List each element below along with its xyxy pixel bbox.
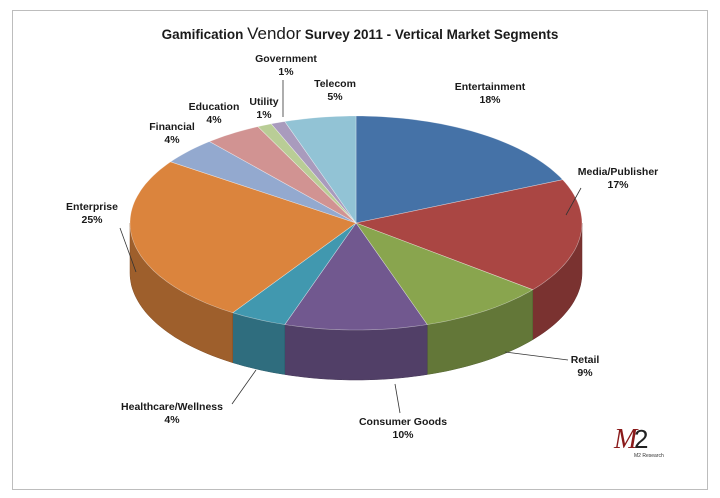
slice-label-name: Financial (149, 121, 195, 133)
data-label: Financial 4% (149, 121, 195, 147)
slice-label-name: Media/Publisher (577, 166, 659, 178)
slice-label-percent: 18% (479, 94, 501, 106)
data-label: Utility 1% (249, 96, 278, 122)
leader-line (504, 351, 569, 361)
leader-line (565, 187, 582, 216)
slice-label-name: Government (255, 53, 317, 65)
title-part: Vendor (247, 24, 301, 43)
slice-label-percent: 9% (577, 367, 593, 379)
slice-label-percent: 5% (327, 91, 343, 103)
slice-media-publisher[interactable] (354, 179, 583, 291)
data-label: Entertainment 18% (455, 81, 526, 107)
data-label: Education 4% (189, 101, 240, 127)
slice-telecom[interactable] (284, 115, 357, 224)
slice-label-name: Education (188, 101, 240, 113)
data-label: Consumer Goods 10% (359, 416, 447, 442)
slice-label-name: Utility (249, 96, 279, 108)
leader-line (119, 227, 137, 273)
data-label: Telecom 5% (314, 78, 356, 104)
slice-label-percent: 1% (256, 109, 272, 121)
slice-label-percent: 4% (164, 414, 180, 426)
slice-label-name: Consumer Goods (358, 416, 448, 428)
slice-label-percent: 25% (81, 214, 103, 226)
data-label: Enterprise 25% (66, 201, 118, 227)
slice-enterprise[interactable] (129, 161, 357, 314)
slice-label-percent: 17% (607, 179, 629, 191)
slice-label-percent: 4% (164, 134, 180, 146)
slice-retail[interactable] (355, 222, 534, 325)
title-part: Gamification (161, 27, 244, 42)
slice-entertainment[interactable] (355, 115, 564, 224)
slice-label-name: Healthcare/Wellness (121, 401, 223, 413)
slice-label-percent: 1% (278, 66, 294, 78)
slice-label-percent: 10% (392, 429, 414, 441)
leader-line (231, 369, 257, 405)
m2-logo: M 2 M2 Research (614, 424, 664, 459)
chart-frame (12, 10, 708, 490)
leader-line (394, 383, 401, 414)
slice-label-name: Entertainment (454, 81, 526, 93)
slice-label-name: Retail (570, 354, 600, 366)
slice-healthcare-wellness[interactable] (232, 222, 357, 325)
data-label: Retail 9% (571, 354, 600, 380)
slice-label-percent: 4% (206, 114, 222, 126)
slice-education[interactable] (208, 126, 357, 224)
slice-side-consumer-goods (284, 324, 428, 381)
chart-title: Gamification Vendor Survey 2011 - Vertic… (0, 24, 720, 44)
slice-label-name: Enterprise (66, 201, 118, 213)
data-label: Government 1% (255, 53, 317, 79)
data-label: Healthcare/Wellness 4% (121, 401, 223, 427)
slice-label-name: Telecom (314, 78, 356, 90)
slice-consumer-goods[interactable] (284, 222, 428, 331)
data-label: Media/Publisher 17% (578, 166, 659, 192)
title-part: Survey 2011 - Vertical Market Segments (304, 27, 559, 42)
slice-financial[interactable] (169, 141, 357, 224)
